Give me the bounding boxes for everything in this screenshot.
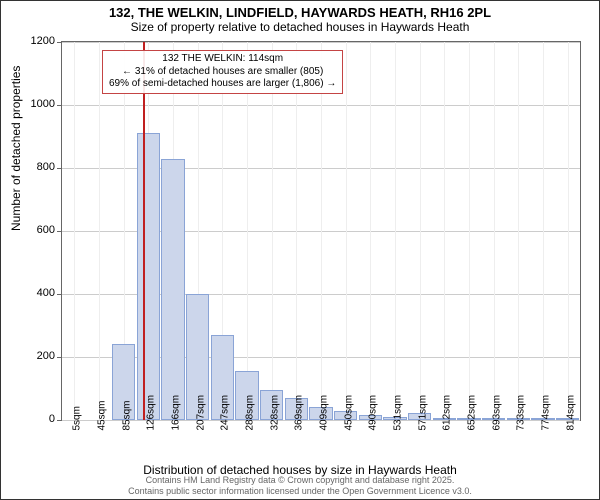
chart-title-main: 132, THE WELKIN, LINDFIELD, HAYWARDS HEA…: [1, 5, 599, 20]
y-tick-label: 800: [15, 161, 55, 173]
histogram-bar: [137, 133, 160, 420]
property-callout: 132 THE WELKIN: 114sqm← 31% of detached …: [102, 50, 343, 94]
y-axis-label: Number of detached properties: [9, 66, 23, 231]
callout-line-3: 69% of semi-detached houses are larger (…: [109, 78, 336, 91]
y-tick-label: 600: [15, 224, 55, 236]
chart-title-sub: Size of property relative to detached ho…: [1, 20, 599, 34]
credit-line-2: Contains public sector information licen…: [128, 486, 472, 496]
property-marker-line: [143, 42, 145, 420]
y-tick-label: 400: [15, 287, 55, 299]
y-tick-label: 200: [15, 350, 55, 362]
y-tick-label: 1000: [15, 98, 55, 110]
callout-line-1: 132 THE WELKIN: 114sqm: [109, 53, 336, 66]
plot-area: 132 THE WELKIN: 114sqm← 31% of detached …: [61, 41, 581, 421]
credit-line-1: Contains HM Land Registry data © Crown c…: [146, 475, 455, 485]
chart-container: 132, THE WELKIN, LINDFIELD, HAYWARDS HEA…: [0, 0, 600, 500]
credit-text: Contains HM Land Registry data © Crown c…: [1, 475, 599, 497]
y-tick-label: 1200: [15, 35, 55, 47]
y-tick-label: 0: [15, 413, 55, 425]
callout-line-2: ← 31% of detached houses are smaller (80…: [109, 66, 336, 79]
histogram-bar: [161, 159, 184, 420]
